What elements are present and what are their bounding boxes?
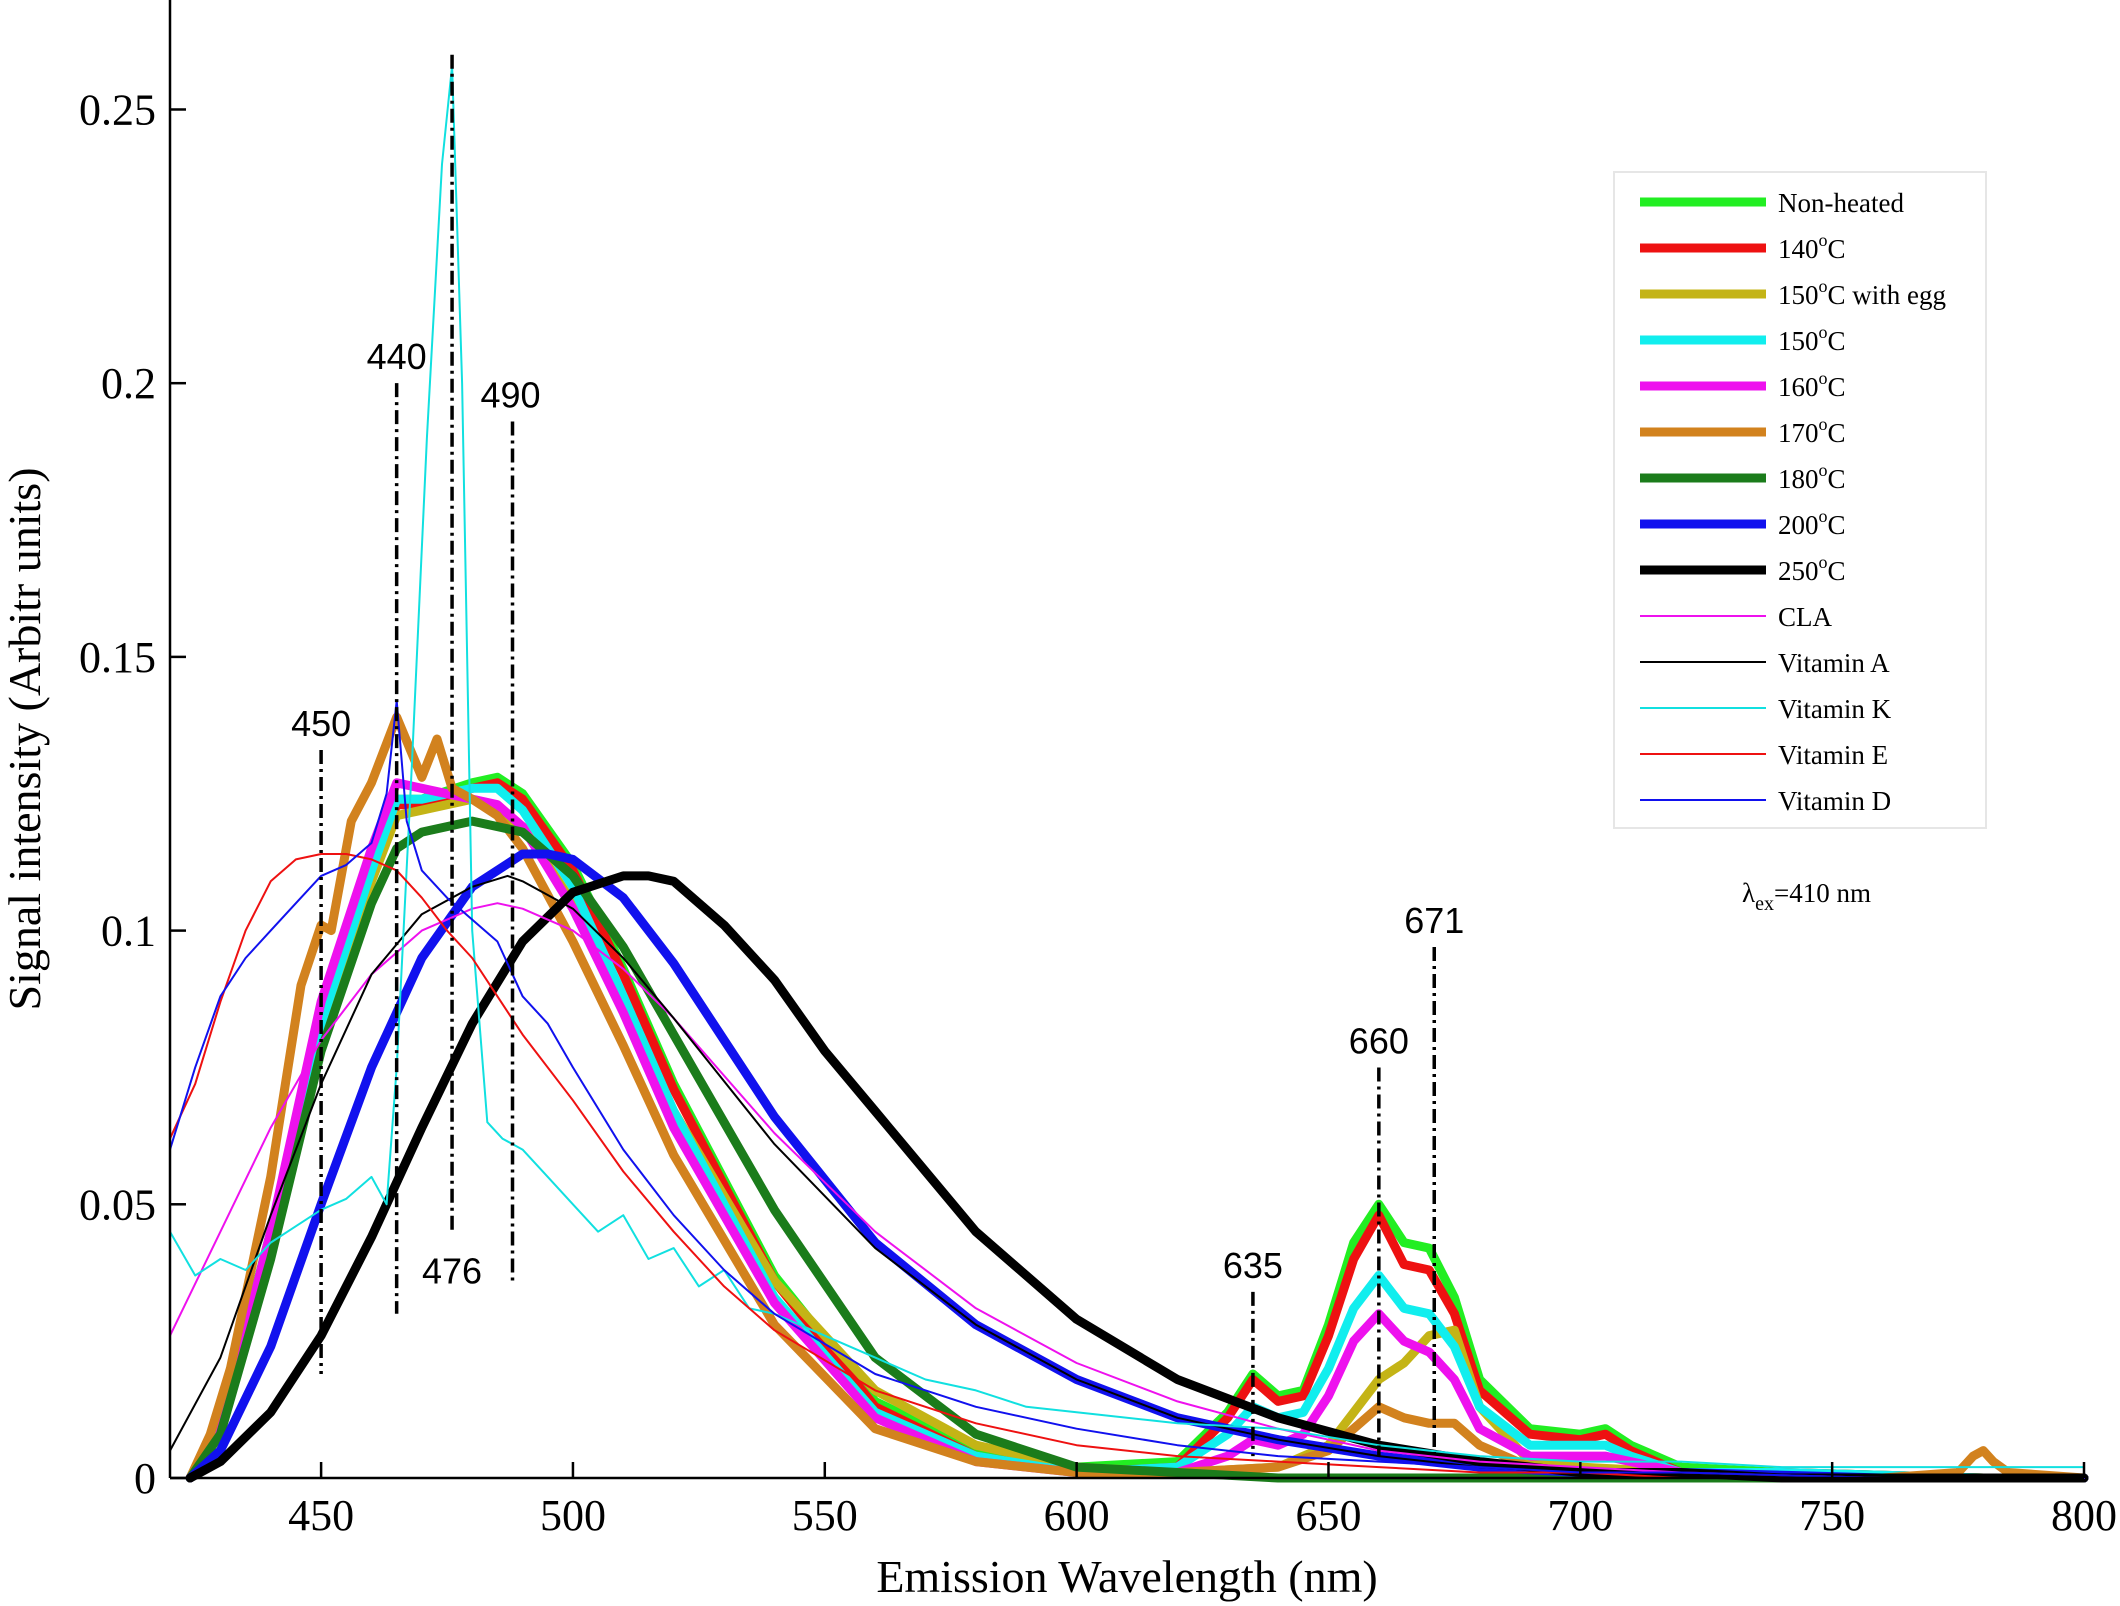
y-tick-label: 0.05: [79, 1180, 156, 1229]
peak-label-635: 635: [1223, 1245, 1283, 1286]
legend-label-3: 150oC: [1778, 322, 1846, 356]
y-tick-label: 0.15: [79, 633, 156, 682]
x-tick-label: 600: [1044, 1491, 1110, 1540]
excitation-annotation: λex=410 nm: [1742, 878, 1871, 915]
legend-label-4: 160oC: [1778, 368, 1846, 402]
series-line-5: [185, 712, 2089, 1483]
axes-layer: [168, 0, 2084, 1480]
x-tick-label: 500: [540, 1491, 606, 1540]
legend-label-2: 150oC with egg: [1778, 276, 1946, 310]
legend-label-11: Vitamin K: [1778, 694, 1892, 724]
legend-label-10: Vitamin A: [1778, 648, 1890, 678]
y-axis-title: Signal intensity (Arbitr units): [0, 467, 50, 1010]
x-tick-label: 650: [1295, 1491, 1361, 1540]
peak-label-440: 440: [367, 336, 427, 377]
series-line-11: [169, 64, 2085, 1469]
series-line-13: [169, 699, 2085, 1479]
legend-items: Non-heated 140oC 150oC with egg 150oC 160oC 1…: [1640, 188, 1946, 816]
peak-label-476: 476: [422, 1251, 482, 1292]
y-tick-label: 0: [134, 1454, 156, 1503]
x-tick-label: 450: [288, 1491, 354, 1540]
legend-label-12: Vitamin E: [1778, 740, 1888, 770]
legend-label-8: 250oC: [1778, 552, 1846, 586]
legend-label-1: 140oC: [1778, 230, 1846, 264]
x-tick-label: 750: [1799, 1491, 1865, 1540]
peak-label-450: 450: [291, 703, 351, 744]
tick-layer: 450 500 550 600 650 700 750 800 0 0.05 0.1 0.15 0.2 0…: [79, 85, 2117, 1540]
legend-box: [1613, 171, 1987, 829]
series-line-9: [169, 902, 2085, 1479]
y-tick-label: 0.1: [101, 907, 156, 956]
y-tick-label: 0.2: [101, 359, 156, 408]
y-tick-label: 0.25: [79, 85, 156, 134]
ex-subscript: ex: [1755, 893, 1774, 915]
x-axis-title: Emission Wavelength (nm): [876, 1551, 1377, 1602]
excitation-value: =410 nm: [1774, 878, 1871, 908]
series-layer: [169, 64, 2089, 1483]
peak-label-671: 671: [1404, 900, 1464, 941]
legend-label-9: CLA: [1778, 602, 1833, 632]
peak-marker-layer: 440 450 476 490 635 660 671: [291, 54, 1464, 1457]
series-line-3: [185, 783, 2089, 1483]
legend-label-7: 200oC: [1778, 506, 1846, 540]
legend-label-6: 180oC: [1778, 460, 1846, 494]
peak-label-660: 660: [1349, 1020, 1409, 1061]
series-line-1: [185, 778, 2089, 1483]
x-tick-label: 550: [792, 1491, 858, 1540]
legend: Non-heated 140oC 150oC with egg 150oC 160oC 1…: [1613, 171, 1987, 829]
peak-label-490: 490: [480, 375, 540, 416]
series-line-10: [169, 874, 2085, 1479]
series-line-4: [185, 778, 2089, 1483]
legend-label-13: Vitamin D: [1778, 786, 1891, 816]
series-line-8: [185, 871, 2089, 1483]
series-line-12: [169, 853, 2085, 1479]
series-line-6: [185, 816, 2089, 1483]
x-tick-label: 700: [1547, 1491, 1613, 1540]
lambda-symbol: λ: [1742, 878, 1755, 908]
x-tick-label: 800: [2051, 1491, 2117, 1540]
legend-label-5: 170oC: [1778, 414, 1846, 448]
legend-label-0: Non-heated: [1778, 188, 1904, 218]
